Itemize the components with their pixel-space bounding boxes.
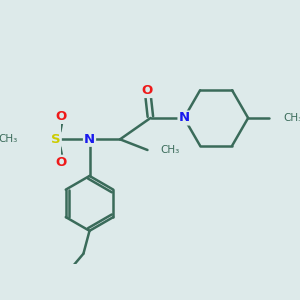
- Text: CH₃: CH₃: [160, 145, 179, 155]
- Text: O: O: [142, 84, 153, 97]
- Text: N: N: [178, 112, 190, 124]
- Text: N: N: [84, 133, 95, 146]
- Text: CH₃: CH₃: [0, 134, 17, 144]
- Text: O: O: [55, 110, 66, 123]
- Text: S: S: [51, 133, 61, 146]
- Text: CH₃: CH₃: [283, 113, 300, 123]
- Text: O: O: [55, 156, 66, 169]
